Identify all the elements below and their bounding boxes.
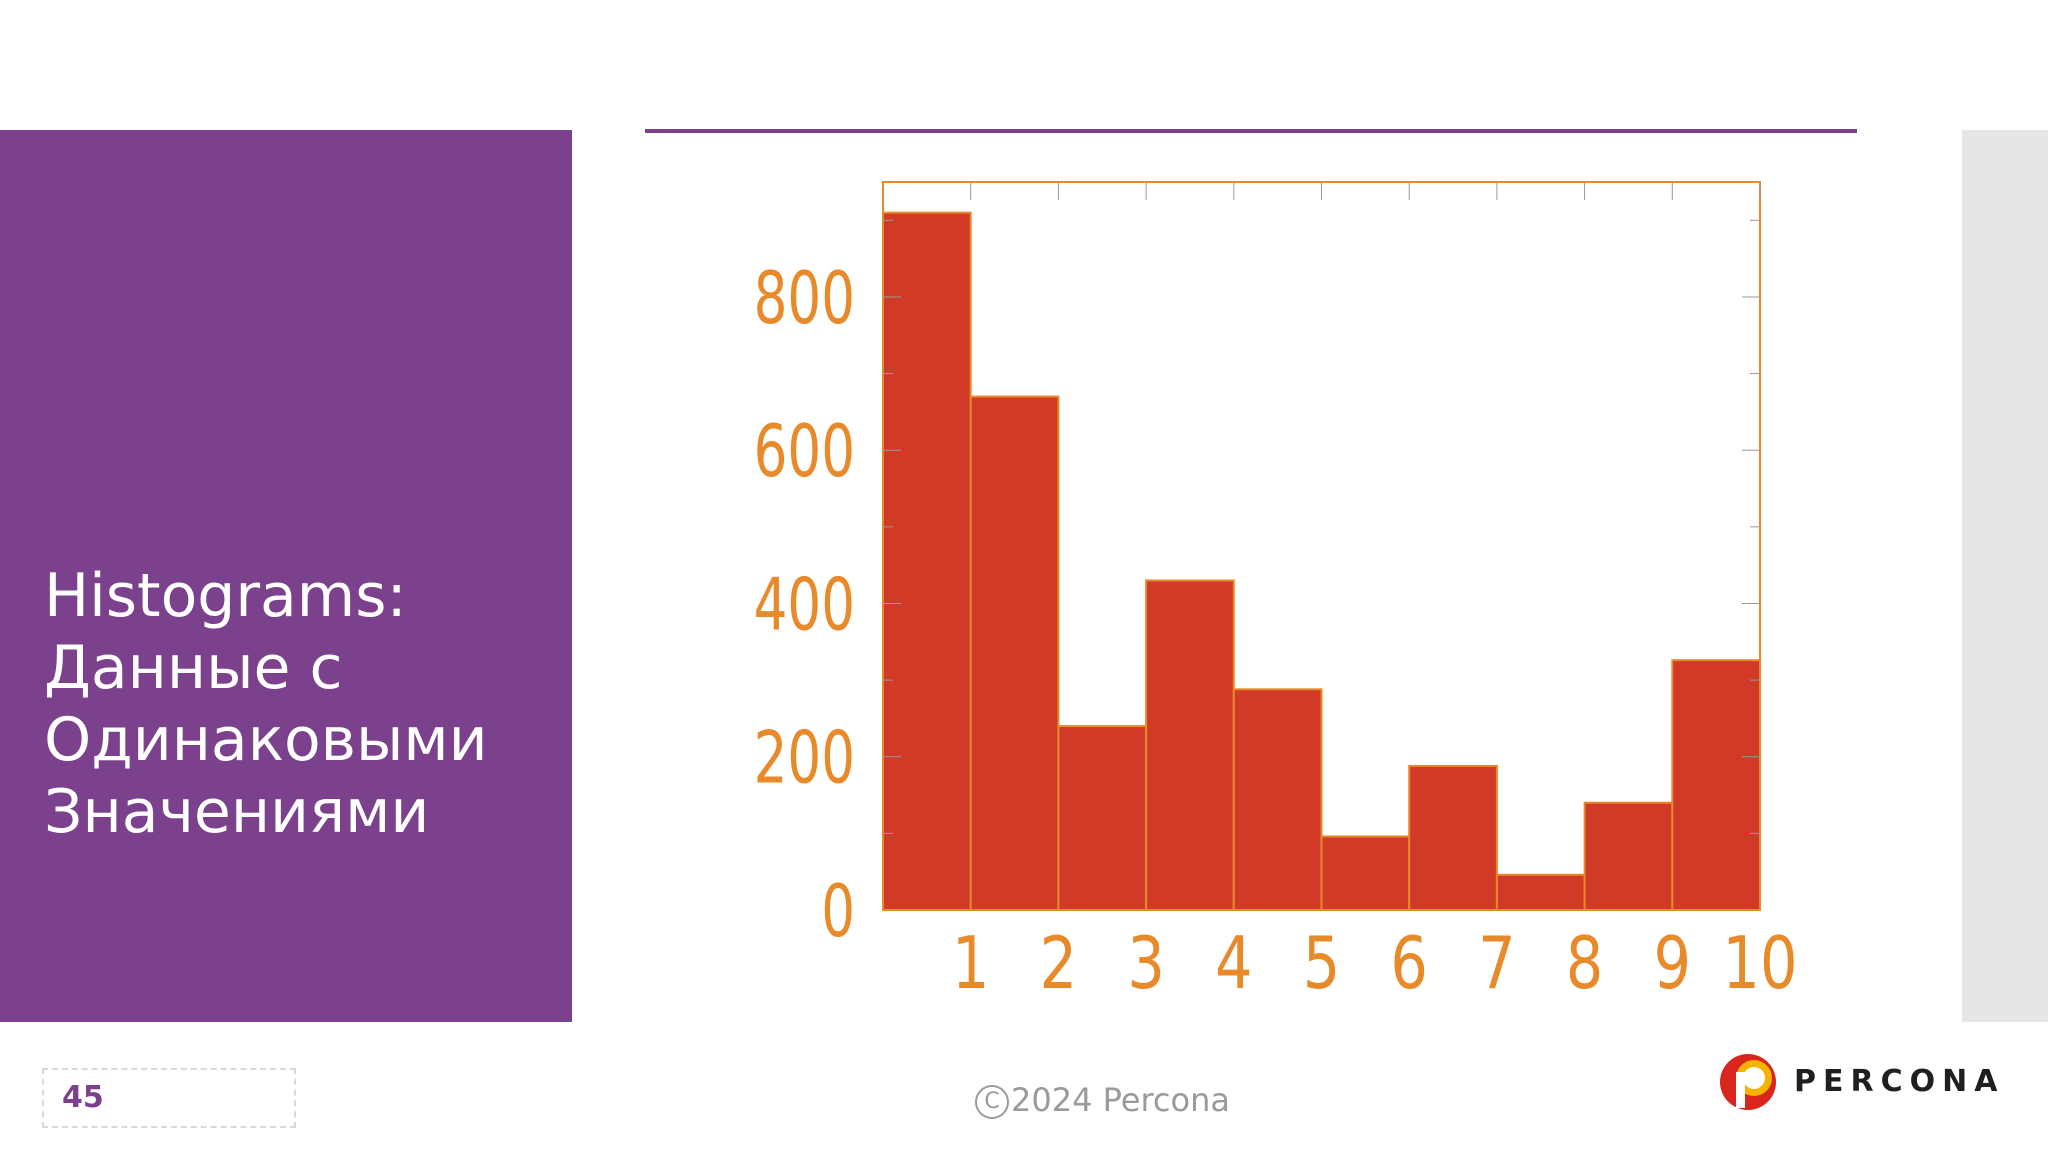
top-divider	[645, 129, 1857, 133]
histogram-bar-4	[1145, 579, 1235, 911]
slide-title: Histograms: Данные с Одинаковыми Значени…	[44, 560, 564, 848]
histogram-bar-8	[1495, 873, 1586, 911]
x-tick-label: 2	[1040, 921, 1078, 1005]
histogram-bar-10	[1671, 659, 1762, 911]
histogram-bar-3	[1057, 725, 1148, 912]
x-tick-label: 6	[1390, 921, 1428, 1005]
title-panel: Histograms: Данные с Одинаковыми Значени…	[0, 130, 572, 1022]
x-tick-label: 9	[1654, 921, 1692, 1005]
histogram-bar-7	[1408, 764, 1498, 911]
x-tick-label: 4	[1215, 921, 1253, 1005]
histogram-bar-2	[969, 395, 1060, 911]
copyright-icon: C	[975, 1085, 1009, 1119]
histogram-bar-6	[1320, 835, 1411, 911]
slide-title-line-3: Одинаковыми	[44, 705, 488, 775]
x-tick-label: 10	[1722, 921, 1797, 1005]
x-tick-label: 8	[1566, 921, 1604, 1005]
percona-logo-icon	[1720, 1054, 1776, 1110]
histogram-bar-9	[1583, 801, 1674, 911]
y-tick-label: 800	[754, 256, 855, 340]
slide-title-line-2: Данные с	[44, 633, 343, 703]
histogram-bar-1	[882, 211, 972, 911]
copyright-footer: C 2024 Percona	[975, 1078, 1230, 1122]
x-tick-label: 1	[952, 921, 990, 1005]
x-tick-label: 3	[1127, 921, 1165, 1005]
y-tick-label: 0	[821, 869, 855, 953]
y-tick-label: 600	[754, 410, 855, 494]
right-side-strip	[1962, 130, 2048, 1022]
slide-title-line-4: Значениями	[44, 777, 430, 847]
slide-title-line-1: Histograms:	[44, 561, 407, 631]
page-number: 45	[42, 1068, 296, 1128]
logo-wordmark: PERCONA	[1794, 1064, 2005, 1099]
y-tick-label: 400	[754, 563, 855, 647]
histogram-bar-5	[1232, 688, 1323, 911]
copyright-text: 2024 Percona	[1011, 1081, 1230, 1119]
x-tick-label: 5	[1303, 921, 1341, 1005]
x-tick-label: 7	[1478, 921, 1516, 1005]
y-tick-label: 200	[754, 716, 855, 800]
